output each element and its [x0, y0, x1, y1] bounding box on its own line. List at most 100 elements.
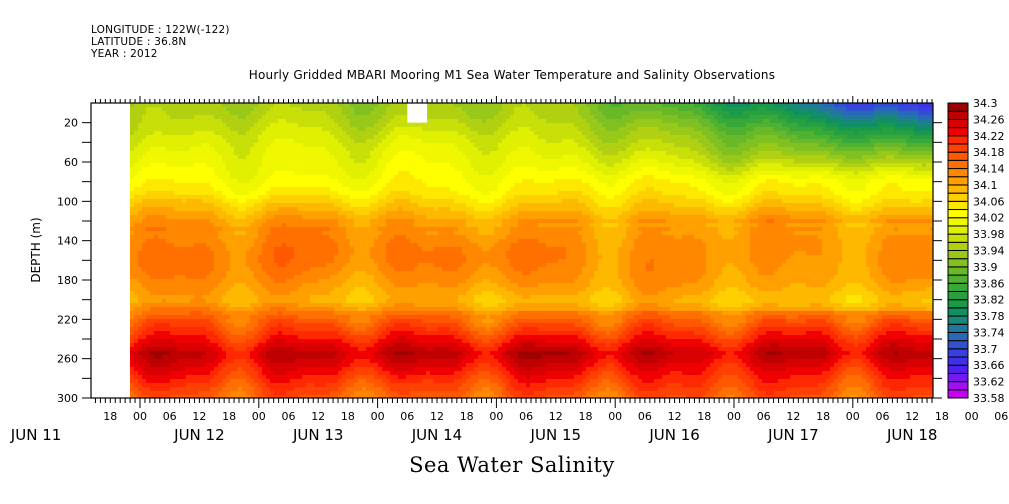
contour-cell [374, 243, 378, 247]
contour-cell [366, 159, 370, 163]
contour-cell [258, 275, 262, 279]
contour-cell [246, 171, 250, 175]
contour-cell [198, 155, 202, 159]
contour-cell [306, 299, 310, 303]
contour-cell [326, 239, 330, 243]
contour-cell [222, 347, 226, 351]
contour-cell [154, 219, 158, 223]
contour-cell [306, 331, 310, 335]
contour-cell [186, 167, 190, 171]
contour-cell [150, 143, 154, 147]
contour-cell [326, 387, 330, 391]
contour-cell [286, 355, 290, 359]
contour-cell [238, 179, 242, 183]
contour-cell [138, 343, 142, 347]
contour-cell [318, 139, 322, 143]
contour-cell [250, 343, 254, 347]
contour-cell [322, 263, 326, 267]
contour-cell [250, 351, 254, 355]
contour-cell [350, 115, 354, 119]
contour-cell [242, 267, 246, 271]
contour-cell [314, 267, 318, 271]
contour-cell [202, 243, 206, 247]
contour-cell [138, 315, 142, 319]
contour-cell [226, 123, 230, 127]
contour-cell [270, 283, 274, 287]
contour-cell [294, 235, 298, 239]
contour-cell [206, 279, 210, 283]
contour-cell [318, 315, 322, 319]
contour-cell [146, 343, 150, 347]
contour-cell [346, 251, 350, 255]
contour-cell [286, 379, 290, 383]
contour-cell [358, 395, 362, 398]
contour-cell [206, 307, 210, 311]
contour-cell [134, 171, 138, 175]
contour-cell [238, 259, 242, 263]
contour-cell [398, 211, 402, 215]
contour-cell [346, 287, 350, 291]
contour-cell [282, 267, 286, 271]
contour-cell [222, 351, 226, 355]
contour-cell [202, 247, 206, 251]
contour-cell [186, 211, 190, 215]
contour-cell [362, 315, 366, 319]
contour-cell [362, 327, 366, 331]
contour-cell [298, 171, 302, 175]
contour-cell [190, 355, 194, 359]
contour-cell [158, 107, 162, 111]
contour-cell [398, 219, 402, 223]
contour-cell [274, 379, 278, 383]
contour-cell [174, 359, 178, 363]
contour-cell [146, 203, 150, 207]
contour-cell [170, 343, 174, 347]
contour-cell [322, 303, 326, 307]
contour-cell [286, 223, 290, 227]
contour-cell [290, 143, 294, 147]
contour-cell [330, 395, 334, 398]
contour-cell [354, 231, 358, 235]
contour-cell [254, 291, 258, 295]
contour-cell [286, 299, 290, 303]
contour-cell [286, 179, 290, 183]
contour-cell [262, 183, 266, 187]
contour-cell [354, 383, 358, 387]
contour-cell [274, 155, 278, 159]
contour-cell [254, 319, 258, 323]
contour-cell [134, 363, 138, 367]
contour-cell [282, 171, 286, 175]
contour-cell [366, 327, 370, 331]
contour-cell [274, 183, 278, 187]
contour-cell [362, 203, 366, 207]
contour-cell [338, 183, 342, 187]
contour-cell [190, 183, 194, 187]
contour-cell [174, 119, 178, 123]
contour-cell [186, 195, 190, 199]
contour-cell [342, 163, 346, 167]
contour-cell [234, 223, 238, 227]
contour-cell [218, 315, 222, 319]
contour-cell [142, 175, 146, 179]
contour-cell [210, 255, 214, 259]
contour-cell [350, 119, 354, 123]
contour-cell [130, 247, 134, 251]
contour-cell [370, 139, 374, 143]
contour-cell [338, 123, 342, 127]
contour-cell [374, 203, 378, 207]
contour-cell [386, 103, 390, 107]
contour-cell [198, 347, 202, 351]
contour-cell [322, 203, 326, 207]
contour-cell [154, 323, 158, 327]
contour-cell [198, 247, 202, 251]
contour-cell [162, 207, 166, 211]
contour-cell [282, 203, 286, 207]
contour-cell [350, 191, 354, 195]
contour-cell [314, 351, 318, 355]
contour-cell [362, 387, 366, 391]
contour-cell [318, 239, 322, 243]
contour-cell [334, 231, 338, 235]
contour-cell [338, 283, 342, 287]
contour-cell [362, 111, 366, 115]
contour-cell [166, 207, 170, 211]
contour-cell [318, 303, 322, 307]
